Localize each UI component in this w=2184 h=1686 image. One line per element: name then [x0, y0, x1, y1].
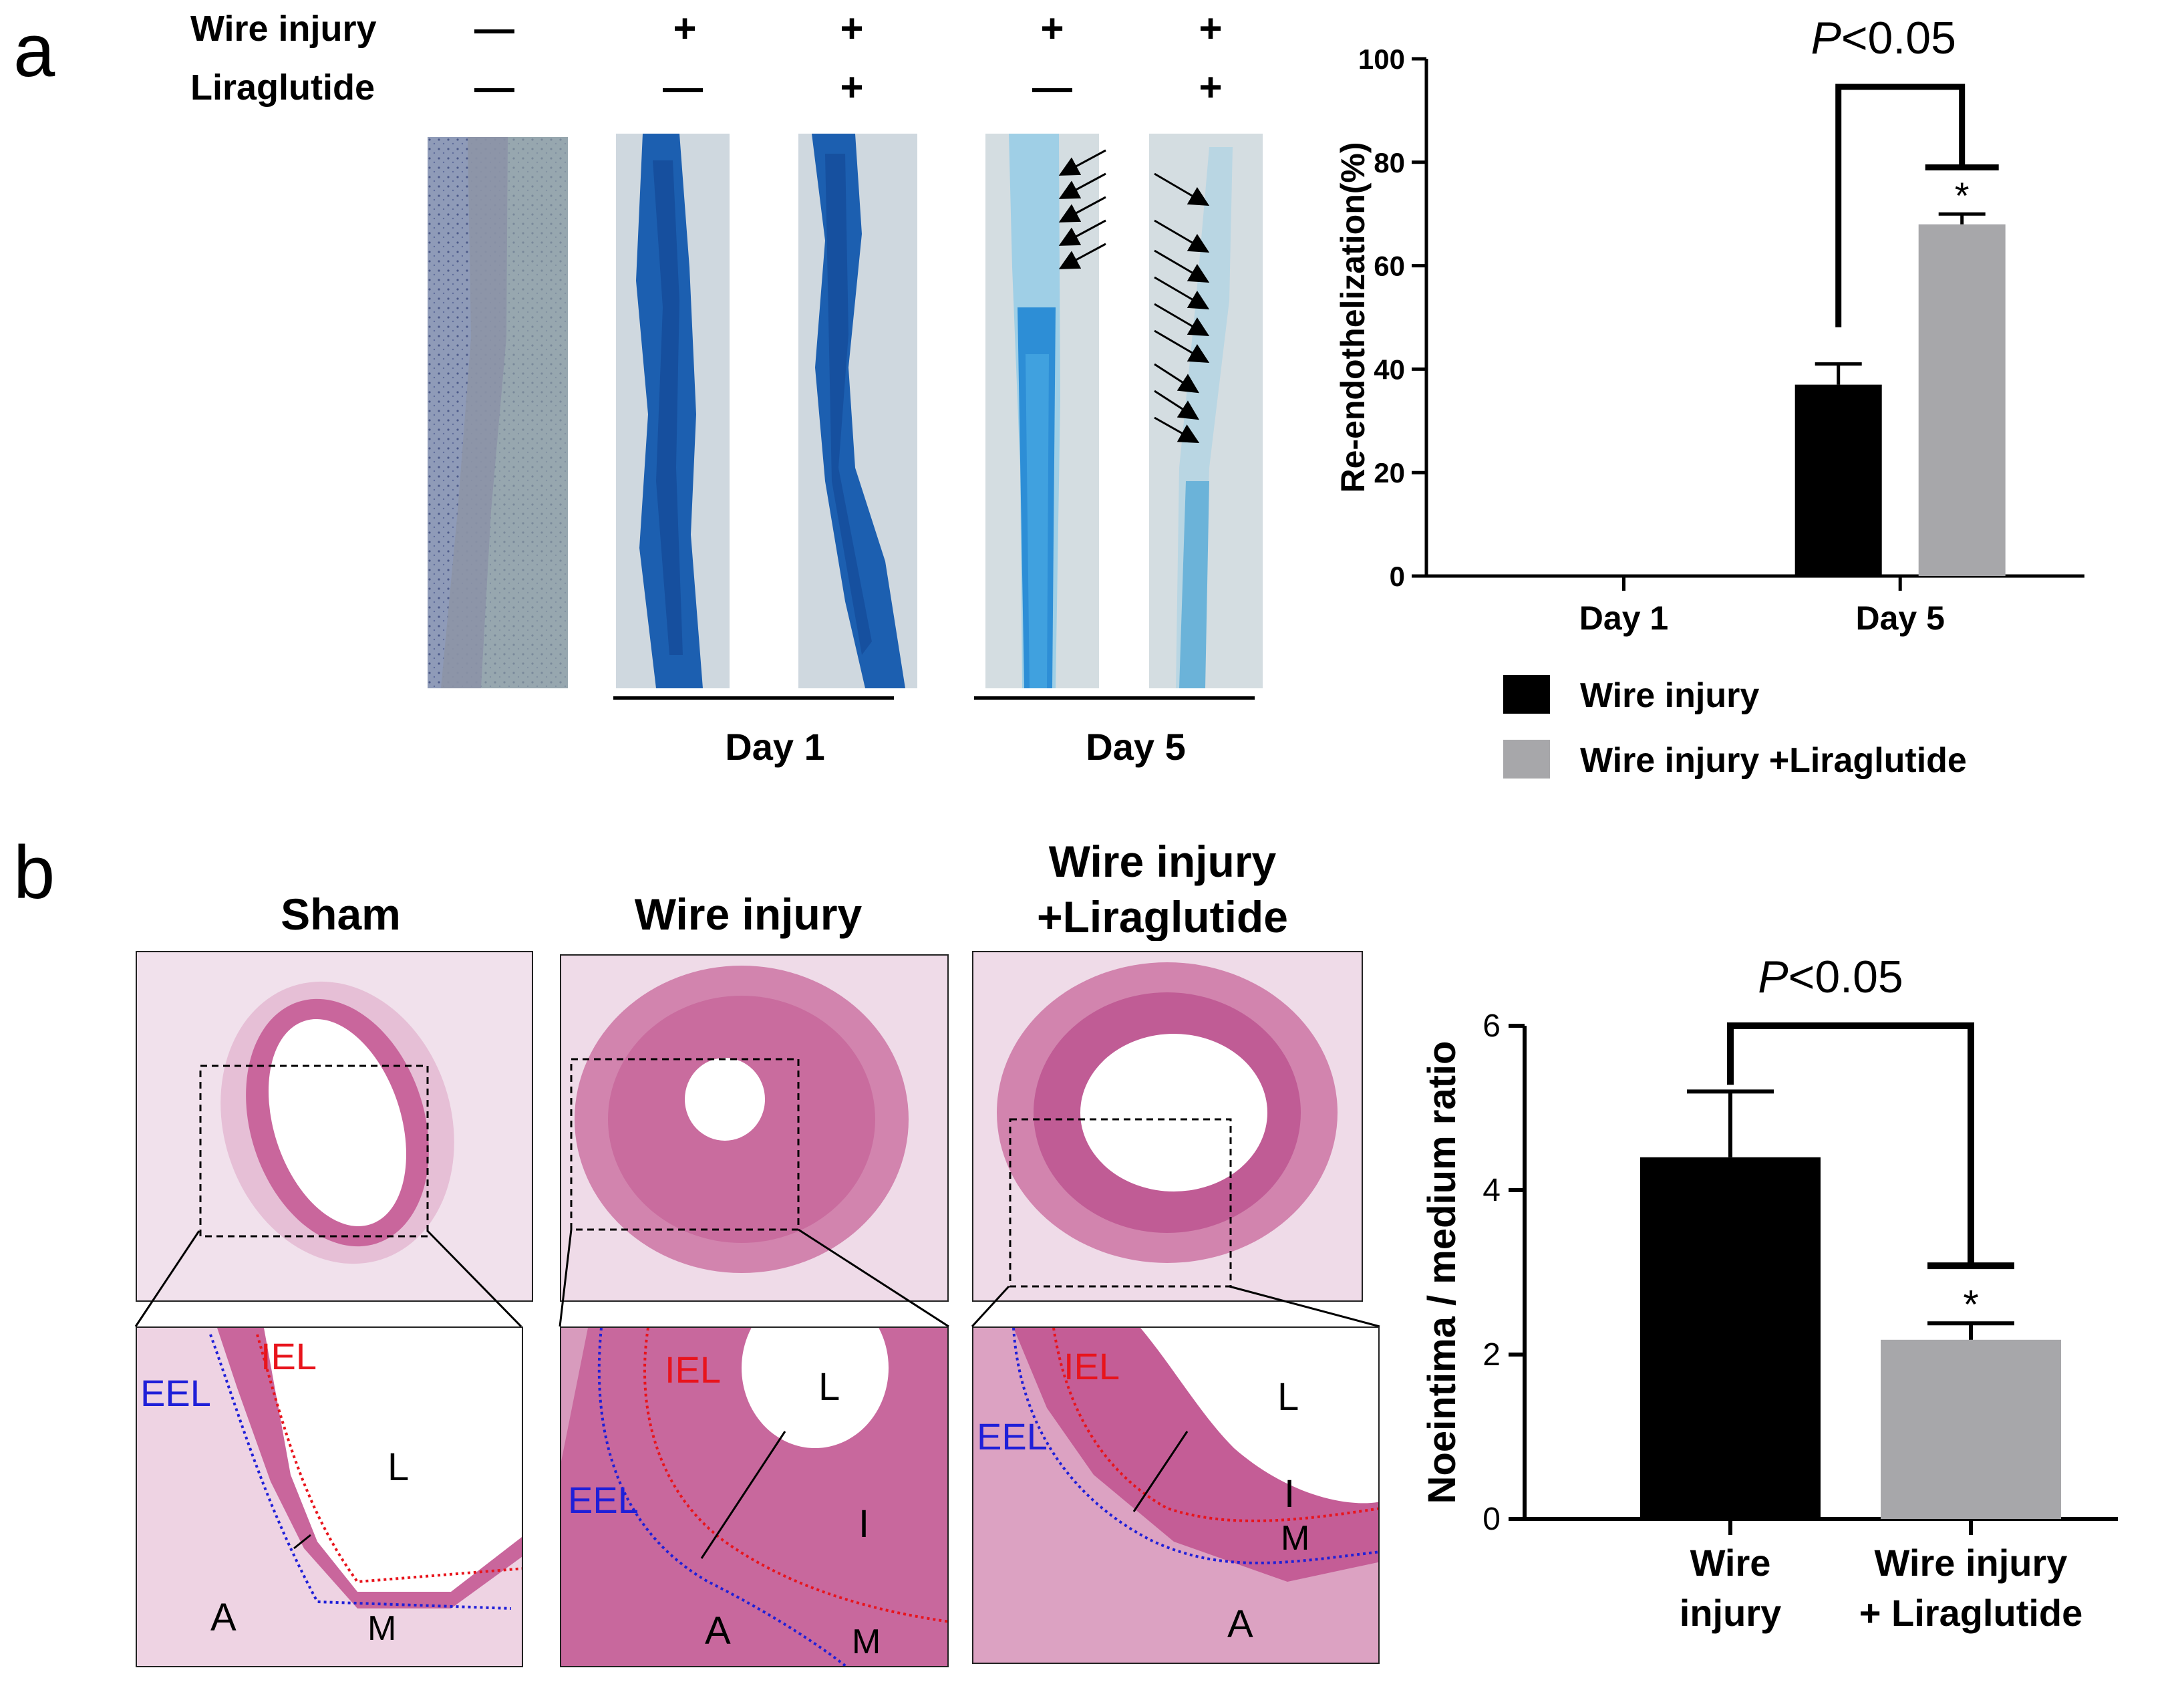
label-media: M	[367, 1609, 397, 1648]
y-tick-label: 2	[1483, 1337, 1501, 1373]
y-tick-label: 40	[1374, 354, 1405, 385]
vessel-photo-day5-lira	[1149, 134, 1263, 688]
sign-col5-wire: +	[1199, 6, 1223, 51]
y-tick-label: 6	[1483, 1008, 1501, 1044]
x-tick-label: Day 1	[1579, 599, 1668, 637]
x-tick-label: Wire injury	[1875, 1542, 2068, 1584]
legend-label: Wire injury	[1580, 676, 1759, 715]
bar	[1881, 1339, 2061, 1519]
arrows-day5-wire	[1058, 149, 1106, 269]
vessel-photo-day1-lira	[798, 134, 917, 688]
sign-col3-wire: +	[840, 6, 864, 51]
label-adventitia: A	[705, 1609, 731, 1653]
label-eel: EEL	[140, 1372, 211, 1414]
significance-star: *	[1963, 1282, 1978, 1326]
histology-lira-zoom: IEL EEL L I M A	[972, 1326, 1380, 1664]
y-tick-label: 20	[1374, 457, 1405, 488]
significance-bracket	[1727, 1022, 1974, 1266]
label-intima: I	[859, 1502, 870, 1546]
title-wire-injury: Wire injury	[634, 889, 863, 939]
panel-b-letter: b	[13, 831, 55, 914]
y-tick-label: 60	[1374, 251, 1405, 282]
label-eel: EEL	[977, 1415, 1048, 1457]
label-media: M	[852, 1623, 881, 1661]
label-adventitia: A	[210, 1596, 237, 1639]
significance-label: P<0.05	[1758, 952, 1903, 1002]
day1-group-line	[613, 696, 894, 700]
y-tick-label: 100	[1358, 43, 1405, 75]
vessel-photo-day1-wire	[616, 134, 730, 688]
y-tick-label: 80	[1374, 147, 1405, 178]
significance-bracket	[1835, 84, 1966, 327]
bar	[1640, 1157, 1821, 1519]
label-lumen: L	[387, 1445, 410, 1489]
sign-col5-lira: +	[1199, 65, 1223, 110]
label-eel: EEL	[568, 1479, 639, 1521]
histology-wire-zoom: IEL EEL L I A M	[560, 1326, 949, 1667]
x-tick-label: + Liraglutide	[1859, 1592, 2083, 1634]
y-tick-label: 0	[1483, 1502, 1501, 1537]
histology-wire-overview	[560, 954, 949, 1302]
x-tick-label: Wire	[1690, 1542, 1771, 1584]
chart-neointima-ratio: 0 2 4 6 Noeintima / medium ratio Wire injury Wi…	[1420, 952, 2118, 1634]
row-label-wire-injury: Wire injury	[190, 9, 377, 49]
sign-col4-wire: +	[1040, 6, 1064, 51]
label-media: M	[1281, 1519, 1310, 1558]
vessel-photo-sham	[428, 137, 568, 688]
x-tick-label: injury	[1680, 1592, 1781, 1634]
y-tick-label: 0	[1390, 561, 1405, 592]
sign-col1-lira: —	[474, 65, 514, 110]
sign-col2-lira: —	[663, 65, 703, 110]
sign-col4-lira: —	[1032, 65, 1072, 110]
sign-col1-wire: —	[474, 6, 514, 51]
histology-sham-overview	[136, 951, 533, 1302]
vessel-photo-day5-wire	[985, 134, 1099, 688]
title-wire-injury-liraglutide: Wire injury +Liraglutide	[1037, 837, 1288, 941]
label-lumen: L	[1277, 1375, 1299, 1419]
sign-col3-lira: +	[840, 65, 864, 110]
sign-col2-wire: +	[673, 6, 697, 51]
y-tick-label: 4	[1483, 1173, 1501, 1208]
day1-group-label: Day 1	[725, 726, 825, 768]
label-adventitia: A	[1227, 1602, 1253, 1646]
histology-lira-overview	[972, 951, 1363, 1302]
y-axis-label: Noeintima / medium ratio	[1420, 1041, 1464, 1504]
day5-group-line	[974, 696, 1255, 700]
bar	[1918, 224, 2006, 576]
histology-sham-zoom: IEL EEL L A M	[136, 1326, 523, 1667]
legend-swatch	[1503, 675, 1550, 714]
arrows-day5-lira	[1154, 172, 1210, 443]
legend-label: Wire injury +Liraglutide	[1580, 741, 1967, 780]
x-tick-label: Day 5	[1855, 599, 1944, 637]
y-axis-label: Re-endothelization(%)	[1334, 142, 1372, 493]
label-iel: IEL	[261, 1335, 317, 1377]
legend-swatch	[1503, 740, 1550, 779]
panel-a-letter: a	[13, 9, 55, 92]
label-lumen: L	[818, 1365, 840, 1409]
chart-reendothelization: 0 20 40 60 80 100 Re-endothelization(%) Day 1 Da…	[1334, 13, 2084, 780]
bar	[1795, 384, 1882, 576]
label-iel: IEL	[665, 1349, 722, 1391]
label-intima: I	[1284, 1472, 1295, 1516]
title-sham: Sham	[281, 889, 401, 939]
day5-group-label: Day 5	[1086, 726, 1186, 768]
significance-label: P<0.05	[1811, 13, 1956, 63]
significance-star: *	[1955, 174, 1970, 217]
row-label-liraglutide: Liraglutide	[190, 67, 375, 108]
zoom-connectors	[134, 1228, 1380, 1328]
label-iel: IEL	[1064, 1345, 1120, 1387]
